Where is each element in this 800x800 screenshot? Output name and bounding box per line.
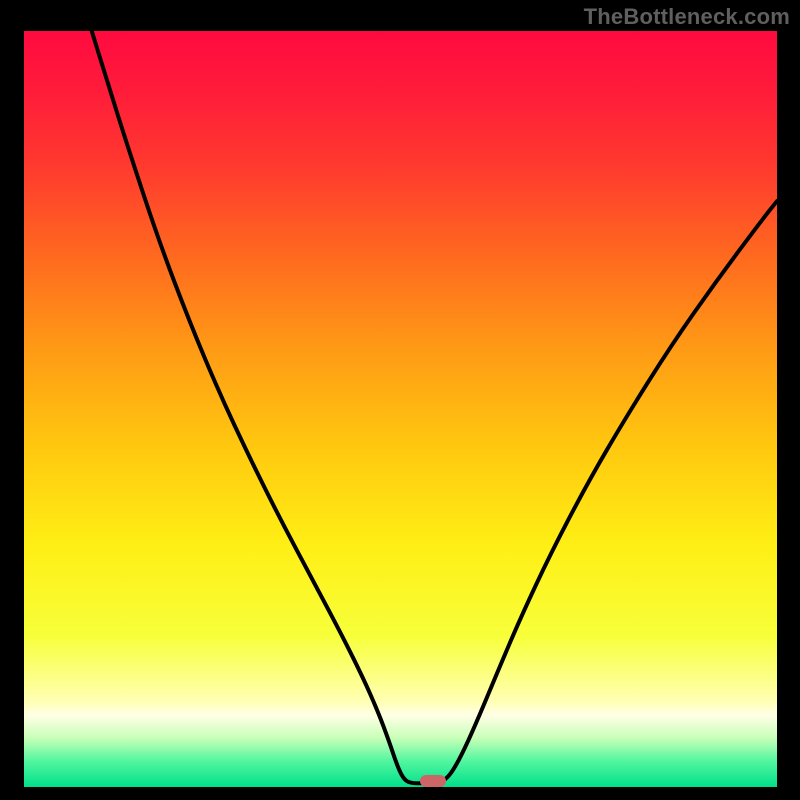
- plot-frame: [24, 31, 777, 787]
- optimum-marker: [420, 775, 446, 787]
- watermark-text: TheBottleneck.com: [584, 4, 790, 30]
- bottleneck-curve: [24, 31, 777, 787]
- chart-container: TheBottleneck.com: [0, 0, 800, 800]
- plot-area: [24, 31, 777, 787]
